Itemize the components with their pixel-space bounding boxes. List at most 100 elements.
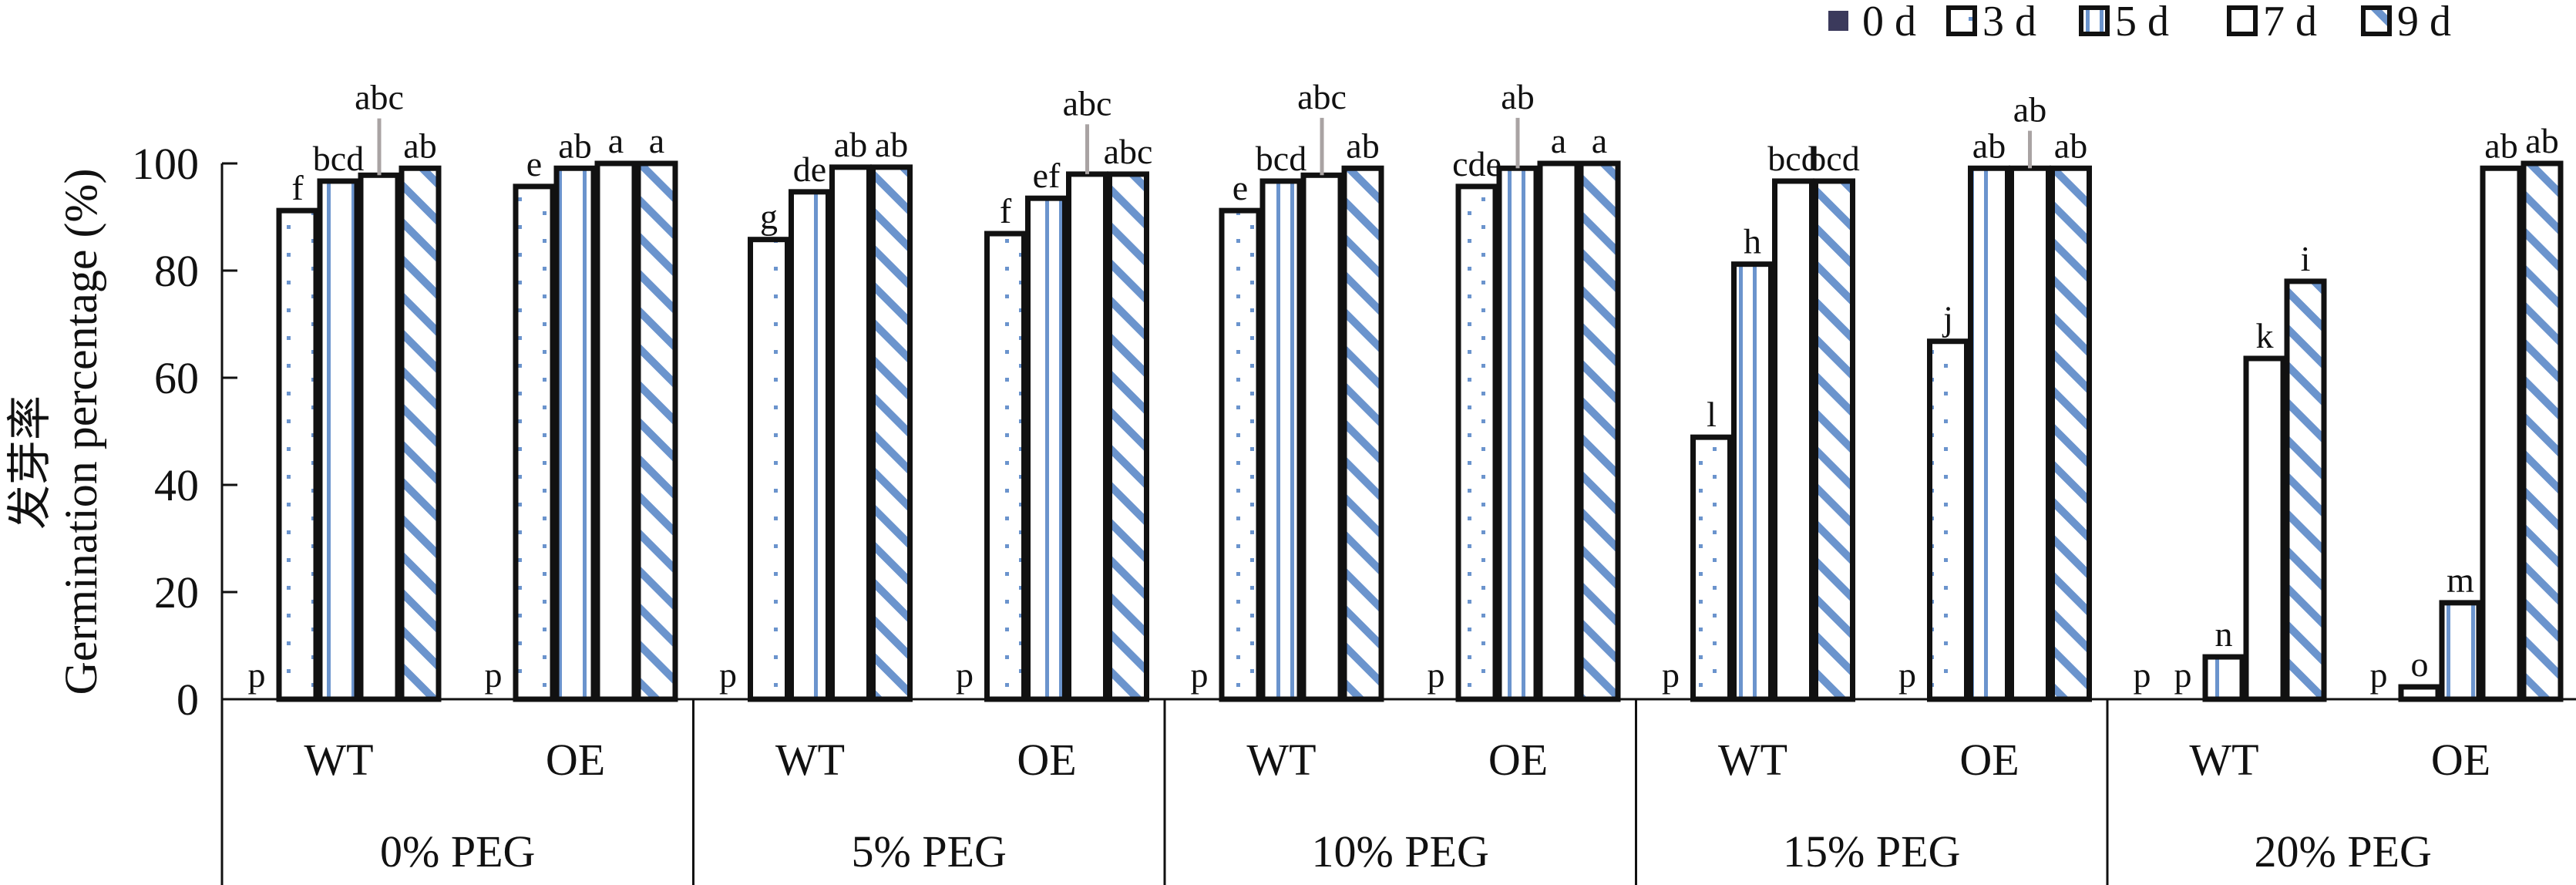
significance-label: k [2256, 316, 2274, 355]
category-label: OE [1488, 735, 1548, 785]
significance-label: ab [2013, 90, 2046, 130]
significance-label: f [1000, 191, 1012, 231]
significance-label: o [2411, 644, 2429, 684]
significance-label: a [649, 121, 664, 160]
bar-7d-wt-3 [1772, 178, 1814, 702]
significance-label: e [1233, 168, 1248, 207]
y-tick-label: 40 [154, 460, 199, 510]
significance-label: p [1191, 655, 1209, 695]
y-tick-label: 0 [177, 675, 199, 725]
bar-3d-wt-1 [748, 237, 790, 702]
bar-3d-oe-0 [513, 183, 556, 702]
significance-label: ab [1972, 126, 2006, 165]
bar-3d-wt-3 [1690, 434, 1733, 702]
significance-label: p [1662, 655, 1680, 695]
legend: 0 d 3 d 5 d 7 d 9 d [1828, 0, 2451, 45]
y-axis-title: 发芽率 Germination percentage (%) [5, 169, 106, 695]
legend-swatch [2079, 5, 2110, 36]
legend-label: 0 d [1862, 0, 1916, 45]
legend-label: 9 d [2397, 0, 2451, 45]
category-label: WT [775, 735, 845, 785]
significance-label: abc [1104, 132, 1153, 171]
bar-3d-oe-1 [984, 231, 1027, 702]
significance-label: a [1551, 121, 1566, 160]
significance-label: de [793, 150, 826, 189]
bar-5d-wt-1 [789, 189, 831, 702]
significance-label: l [1707, 395, 1717, 434]
bar-9d-wt-4 [2284, 278, 2327, 702]
category-label: OE [1017, 735, 1076, 785]
significance-label: m [2447, 560, 2474, 600]
legend-swatch [2361, 5, 2392, 36]
significance-label: ab [2484, 126, 2517, 165]
bar-3d-oe-2 [1455, 183, 1498, 702]
significance-label: p [485, 655, 503, 695]
legend-swatch [1828, 11, 1848, 31]
bar-7d-wt-2 [1300, 172, 1343, 702]
category-label: OE [546, 735, 605, 785]
legend-item: 5 d [2079, 0, 2169, 45]
significance-label: bcd [1256, 139, 1306, 178]
group-label: 0% PEG [380, 826, 535, 877]
y-tick-label: 60 [154, 353, 199, 403]
significance-label: p [719, 655, 737, 695]
bar-9d-oe-2 [1578, 160, 1621, 702]
significance-label: ab [558, 126, 591, 165]
bar-9d-wt-1 [870, 164, 913, 702]
significance-label: p [956, 655, 974, 695]
bar-5d-oe-4 [2439, 600, 2482, 702]
significance-label: abc [1063, 83, 1112, 123]
significance-label: p [248, 655, 266, 695]
group-label: 5% PEG [852, 826, 1007, 877]
category-label: WT [2189, 735, 2258, 785]
significance-label: g [760, 197, 778, 237]
significance-label: p [2370, 655, 2388, 695]
bar-9d-wt-2 [1341, 165, 1384, 702]
significance-label: h [1744, 222, 1761, 261]
significance-label: p [1898, 655, 1916, 695]
bar-7d-oe-0 [594, 160, 637, 702]
category-label: WT [1718, 735, 1787, 785]
bar-9d-oe-0 [635, 160, 678, 702]
category-label: WT [304, 735, 373, 785]
significance-label: bcd [1808, 139, 1859, 178]
bar-7d-oe-1 [1066, 171, 1108, 702]
bar-3d-oe-3 [1927, 338, 1969, 702]
bar-7d-wt-4 [2243, 355, 2286, 702]
bar-5d-wt-0 [317, 178, 360, 702]
bar-3d-wt-0 [276, 207, 319, 702]
significance-label: ef [1033, 156, 1061, 195]
bar-5d-oe-0 [553, 165, 597, 702]
y-axis-title-en: Germination percentage (%) [55, 169, 106, 695]
legend-label: 3 d [1982, 0, 2036, 45]
bar-7d-wt-1 [829, 164, 872, 702]
bar-5d-wt-3 [1731, 261, 1774, 702]
significance-label: cde [1452, 144, 1502, 183]
bar-9d-oe-3 [2050, 165, 2092, 702]
bar-9d-wt-3 [1813, 178, 1855, 702]
significance-label: ab [1346, 126, 1379, 165]
significance-label: p [1428, 655, 1445, 695]
significance-label: p [2134, 655, 2151, 695]
bar-7d-oe-2 [1537, 160, 1580, 702]
group-label: 10% PEG [1312, 826, 1489, 877]
y-tick-label: 20 [154, 567, 199, 617]
significance-label: abc [355, 78, 404, 117]
bar-9d-oe-1 [1107, 171, 1149, 702]
significance-label: ab [875, 125, 908, 164]
y-axis-title-cn: 发芽率 [5, 395, 55, 530]
significance-label: ab [403, 126, 436, 165]
bar-9d-wt-0 [399, 165, 442, 702]
significance-label: ab [1501, 77, 1534, 116]
significance-label: n [2215, 614, 2233, 654]
category-label: OE [1959, 735, 2019, 785]
significance-label: bcd [313, 139, 364, 178]
legend-item: 9 d [2361, 0, 2451, 45]
group-label: 20% PEG [2255, 826, 2432, 877]
bar-5d-oe-1 [1025, 195, 1068, 702]
bar-7d-oe-4 [2480, 165, 2523, 702]
significance-label: e [526, 144, 542, 183]
legend-item: 0 d [1828, 0, 1916, 45]
